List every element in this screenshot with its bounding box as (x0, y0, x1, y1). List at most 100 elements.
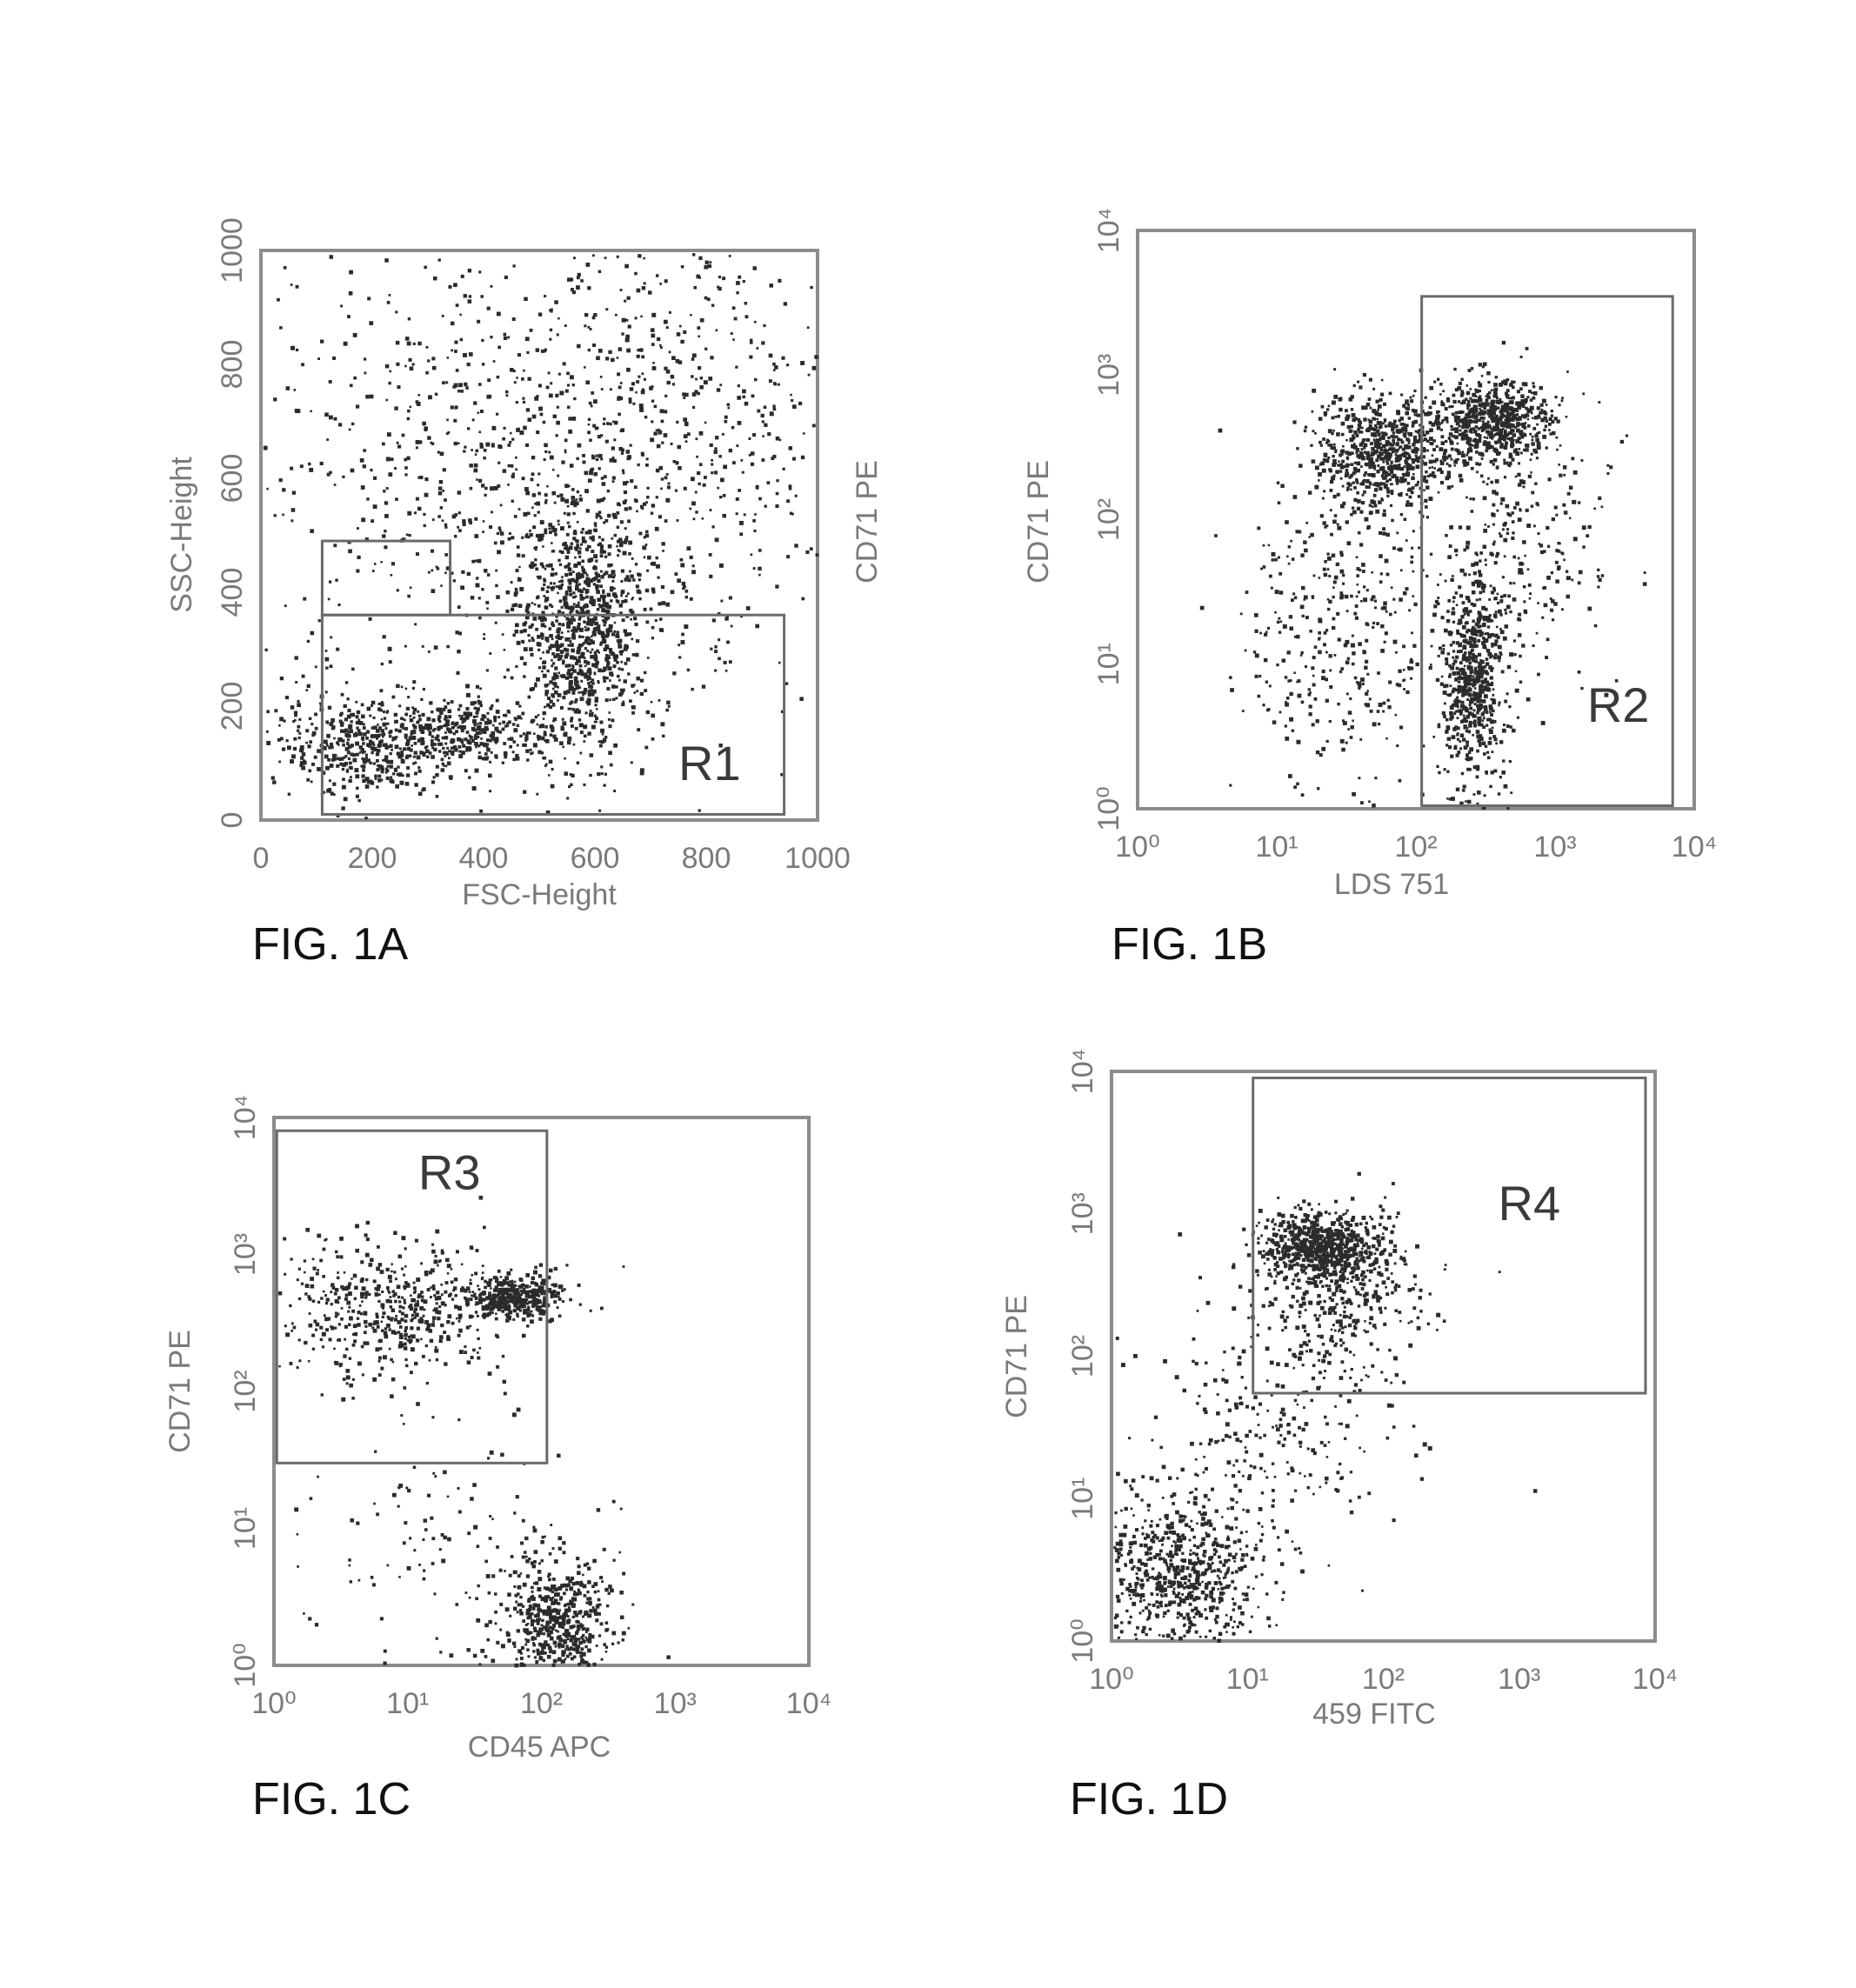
scatter-point (1479, 399, 1482, 403)
scatter-point (620, 579, 624, 583)
scatter-point (326, 733, 330, 738)
scatter-point (563, 732, 568, 737)
scatter-point (653, 431, 658, 436)
scatter-point (1508, 400, 1512, 404)
scatter-point (1446, 693, 1449, 697)
scatter-point (494, 621, 497, 624)
scatter-point (1394, 424, 1399, 429)
scatter-point (611, 718, 615, 723)
scatter-point (395, 497, 398, 501)
scatter-point (1331, 400, 1336, 405)
scatter-point (568, 637, 571, 640)
scatter-point (1560, 399, 1564, 403)
scatter-point (630, 574, 634, 579)
scatter-point (1489, 405, 1492, 410)
scatter-point (390, 776, 393, 779)
scatter-point (417, 506, 422, 511)
scatter-point (457, 525, 460, 529)
scatter-point (1331, 533, 1333, 537)
scatter-point (1518, 416, 1522, 420)
scatter-point (441, 519, 444, 523)
scatter-point (353, 376, 357, 380)
scatter-point (416, 755, 421, 760)
scatter-point (1482, 752, 1486, 756)
scatter-point (1524, 444, 1528, 448)
scatter-point (1519, 433, 1522, 437)
scatter-point (473, 401, 477, 405)
scatter-point (602, 737, 607, 742)
scatter-point (1466, 424, 1471, 428)
scatter-point (1389, 470, 1394, 474)
scatter-point (1479, 395, 1482, 398)
scatter-point (1358, 642, 1362, 646)
scatter-point (1356, 574, 1359, 577)
scatter-point (264, 648, 268, 651)
scatter-point (1332, 446, 1336, 450)
scatter-point (397, 444, 402, 449)
scatter-point (1457, 751, 1461, 755)
scatter-point (1532, 397, 1535, 400)
scatter-point (544, 705, 546, 709)
scatter-point (1377, 404, 1382, 409)
scatter-point (1375, 429, 1380, 434)
scatter-point (1311, 666, 1315, 670)
scatter-point (560, 526, 564, 530)
scatter-point (463, 294, 467, 298)
scatter-point (560, 579, 564, 583)
scatter-point (545, 385, 550, 390)
scatter-point (465, 684, 471, 689)
scatter-point (588, 478, 592, 483)
scatter-point (604, 698, 609, 703)
scatter-point (1423, 475, 1426, 479)
scatter-point (523, 369, 525, 372)
scatter-point (1472, 644, 1477, 649)
scatter-point (596, 607, 600, 611)
scatter-point (1452, 434, 1455, 438)
scatter-point (664, 279, 668, 284)
scatter-point (358, 751, 362, 754)
scatter-point (489, 760, 492, 764)
scatter-point (536, 734, 540, 738)
scatter-point (407, 317, 411, 321)
scatter-point (564, 547, 568, 550)
scatter-point (1341, 484, 1345, 488)
scatter-point (1472, 675, 1475, 678)
scatter-point (551, 662, 556, 665)
scatter-point (1445, 717, 1449, 722)
scatter-point (1329, 489, 1333, 492)
scatter-point (1338, 460, 1340, 463)
scatter-point (719, 384, 723, 387)
scatter-point (548, 647, 552, 650)
scatter-point (677, 578, 682, 584)
scatter-point (580, 279, 584, 283)
scatter-point (1499, 651, 1502, 655)
scatter-point (593, 630, 597, 634)
scatter-point (516, 428, 520, 432)
scatter-point (1438, 410, 1441, 413)
scatter-point (437, 742, 441, 746)
scatter-point (1473, 672, 1476, 675)
scatter-point (1387, 452, 1392, 457)
scatter-point (488, 394, 492, 398)
scatter-point (1468, 573, 1471, 577)
scatter-point (718, 638, 721, 642)
scatter-point (1463, 745, 1468, 750)
scatter-point (1407, 431, 1411, 435)
scatter-point (1476, 710, 1479, 715)
scatter-point (1478, 434, 1482, 438)
scatter-point (359, 732, 363, 736)
scatter-point (638, 578, 641, 582)
scatter-point (691, 405, 696, 410)
scatter-point (449, 730, 453, 734)
scatter-points (1199, 340, 1647, 811)
scatter-point (282, 488, 286, 492)
scatter-point (514, 623, 519, 628)
scatter-point (1363, 405, 1368, 410)
scatter-point (325, 720, 329, 724)
scatter-point (620, 650, 624, 653)
scatter-point (558, 657, 563, 660)
scatter-point (584, 582, 589, 585)
scatter-point (1463, 612, 1466, 616)
scatter-point (1477, 624, 1481, 629)
scatter-point (567, 562, 571, 566)
